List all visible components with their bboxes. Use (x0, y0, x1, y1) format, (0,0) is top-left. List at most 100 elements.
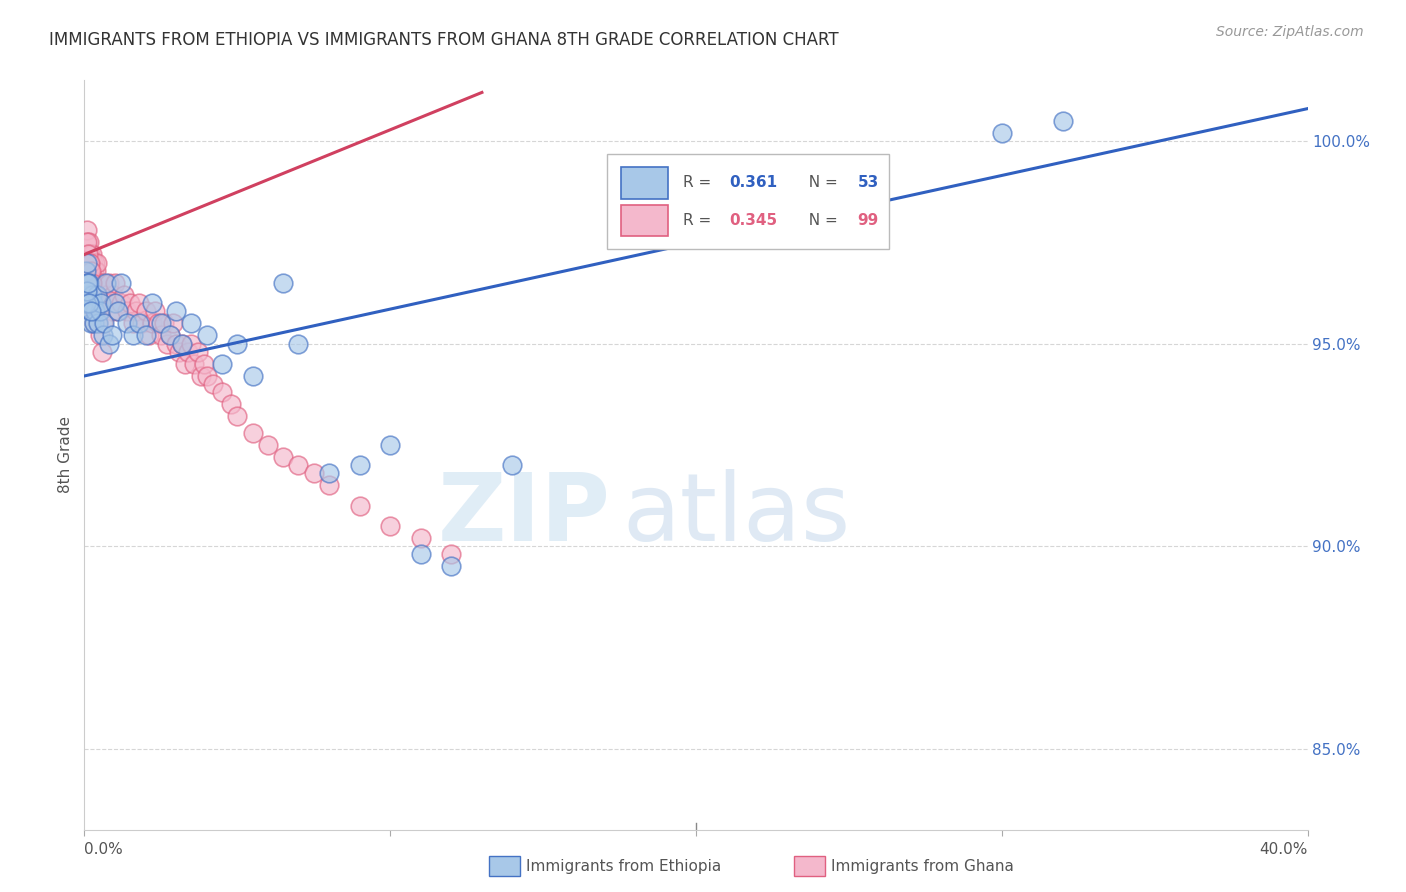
Point (77, 235, 100, 250)
Point (211, 357, 233, 371)
Point (107, 304, 129, 318)
Point (110, 276, 132, 290)
Point (165, 336, 187, 351)
Point (79, 247, 101, 261)
Point (190, 368, 212, 383)
Point (86, 288, 108, 302)
Point (86, 276, 108, 290)
Point (86, 255, 108, 269)
Point (83, 316, 105, 330)
Point (409, 531, 432, 545)
Point (135, 304, 157, 318)
Point (76, 276, 98, 290)
Point (195, 368, 218, 383)
Bar (489, 856, 520, 876)
Point (135, 328, 157, 343)
Point (115, 304, 138, 318)
Y-axis label: 8th Grade: 8th Grade (58, 417, 73, 493)
Point (80, 263, 103, 277)
Point (79, 255, 101, 269)
Point (80, 288, 103, 302)
FancyBboxPatch shape (621, 167, 668, 199)
Point (91, 276, 114, 290)
Point (143, 304, 166, 318)
Point (80, 247, 103, 261)
Point (201, 377, 224, 392)
Point (226, 336, 249, 351)
Point (82, 296, 104, 310)
Point (76, 255, 98, 269)
Point (76, 235, 98, 250)
Point (146, 316, 169, 330)
Point (79, 296, 101, 310)
Point (87, 276, 110, 290)
Point (79, 263, 101, 277)
Point (211, 385, 233, 400)
Point (165, 304, 187, 318)
Point (87, 316, 110, 330)
Point (76, 223, 98, 237)
Text: 53: 53 (858, 176, 879, 190)
Point (318, 478, 340, 492)
Text: N =: N = (799, 213, 842, 227)
Point (90, 296, 112, 310)
Point (91, 328, 114, 343)
Point (502, 458, 524, 472)
Point (138, 328, 160, 343)
Point (75, 235, 97, 250)
Point (77, 288, 100, 302)
FancyBboxPatch shape (621, 204, 668, 236)
Point (177, 344, 200, 359)
Point (89, 304, 111, 318)
Point (156, 336, 179, 351)
Point (77, 276, 100, 290)
Point (94, 288, 117, 302)
Text: Source: ZipAtlas.com: Source: ZipAtlas.com (1216, 25, 1364, 39)
Point (153, 316, 176, 330)
Point (77, 296, 100, 310)
Point (87, 288, 110, 302)
Text: Immigrants from Ethiopia: Immigrants from Ethiopia (526, 859, 721, 873)
Text: ZIP: ZIP (437, 469, 610, 561)
Point (82, 288, 104, 302)
Point (122, 328, 145, 343)
Point (183, 357, 205, 371)
Point (79, 263, 101, 277)
Point (77, 247, 100, 261)
Point (1052, 113, 1074, 128)
Text: 0.345: 0.345 (728, 213, 778, 227)
Point (77, 255, 100, 269)
Point (87, 304, 110, 318)
Point (80, 276, 103, 290)
Text: N =: N = (799, 176, 842, 190)
Point (93, 316, 115, 330)
Point (83, 263, 105, 277)
Bar (794, 856, 825, 876)
Point (219, 397, 242, 411)
Point (98, 296, 121, 310)
Point (75, 263, 97, 277)
Point (84, 263, 107, 277)
Point (172, 336, 194, 351)
Point (83, 276, 105, 290)
FancyBboxPatch shape (606, 153, 889, 249)
Text: IMMIGRANTS FROM ETHIOPIA VS IMMIGRANTS FROM GHANA 8TH GRADE CORRELATION CHART: IMMIGRANTS FROM ETHIOPIA VS IMMIGRANTS F… (49, 31, 839, 49)
Point (77, 247, 100, 261)
Point (104, 296, 127, 310)
Point (77, 255, 100, 269)
Point (75, 247, 97, 261)
Text: R =: R = (682, 176, 716, 190)
Point (226, 409, 249, 424)
Point (159, 328, 181, 343)
Point (83, 316, 105, 330)
Point (96, 296, 118, 310)
Point (82, 276, 104, 290)
Point (141, 296, 163, 310)
Point (101, 304, 124, 318)
Point (76, 255, 98, 269)
Point (302, 466, 325, 480)
Point (128, 316, 150, 330)
Text: R =: R = (682, 213, 716, 227)
Point (380, 518, 402, 533)
Point (180, 336, 202, 351)
